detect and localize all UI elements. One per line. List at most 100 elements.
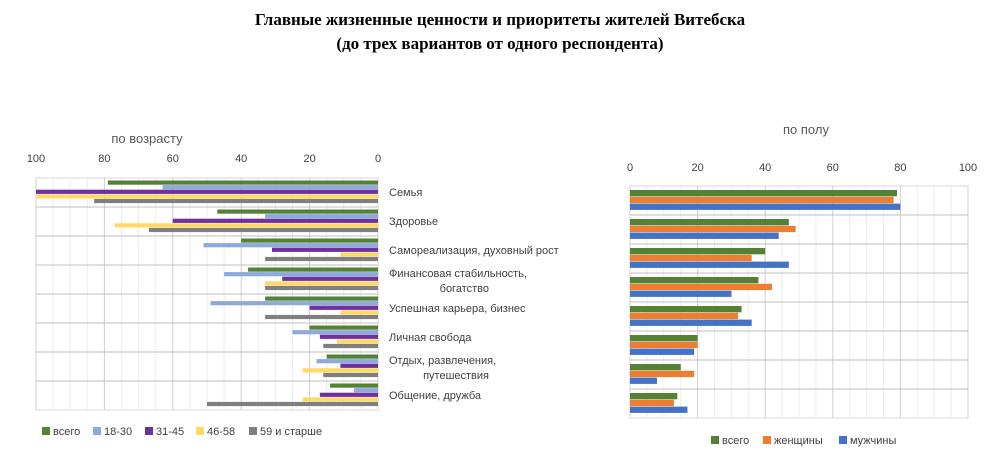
left-bar-3 xyxy=(309,305,378,310)
left-bar-5 xyxy=(207,401,378,407)
left-bar-3 xyxy=(319,334,378,339)
left-bar-4 xyxy=(336,339,378,344)
left-chart-subtitle: по возрасту xyxy=(111,131,183,146)
left-bar-5 xyxy=(323,372,378,378)
right-legend-label: женщины xyxy=(774,435,823,447)
right-legend-swatch xyxy=(763,436,771,444)
category-label: Общение, дружба xyxy=(389,390,482,402)
left-legend-label: 59 и старше xyxy=(260,426,322,438)
left-bar-4 xyxy=(340,252,378,257)
left-bar-4 xyxy=(265,281,378,286)
right-bar-3 xyxy=(630,377,658,384)
left-bar-4 xyxy=(302,397,378,402)
right-bar-1 xyxy=(630,277,759,284)
left-x-tick-label: 80 xyxy=(98,153,110,165)
left-x-tick-label: 100 xyxy=(27,153,45,165)
left-x-tick-label: 60 xyxy=(167,153,179,165)
left-bar-2 xyxy=(292,330,378,335)
right-bar-2 xyxy=(630,225,796,233)
left-bar-5 xyxy=(265,256,378,262)
right-bar-2 xyxy=(630,254,752,262)
right-legend-swatch xyxy=(711,436,719,444)
category-label: Семья xyxy=(389,187,422,199)
left-bar-3 xyxy=(319,392,378,397)
category-label: Успешная карьера, бизнес xyxy=(389,303,526,315)
right-bar-3 xyxy=(630,232,779,239)
left-x-tick-label: 40 xyxy=(235,153,247,165)
left-legend-label: 31-45 xyxy=(156,426,184,438)
left-bar-3 xyxy=(36,189,378,194)
left-bar-5 xyxy=(265,285,378,291)
left-legend-label: 18-30 xyxy=(104,426,132,438)
category-label: Личная свобода xyxy=(389,332,472,344)
left-bar-1 xyxy=(326,354,378,359)
left-bar-2 xyxy=(354,388,378,393)
left-bar-3 xyxy=(172,218,378,223)
category-label: Самореализация, духовный рост xyxy=(389,245,559,257)
chart-title-line2: (до трех вариантов от одного респондента… xyxy=(336,34,664,53)
right-x-tick-label: 0 xyxy=(627,162,633,174)
right-bar-2 xyxy=(630,312,739,320)
left-bar-2 xyxy=(224,272,378,277)
left-bar-3 xyxy=(271,247,378,252)
right-bar-3 xyxy=(630,290,732,297)
right-bar-2 xyxy=(630,283,772,291)
right-x-tick-label: 60 xyxy=(827,162,839,174)
left-legend-swatch xyxy=(196,427,204,435)
right-bar-3 xyxy=(630,348,695,355)
right-bar-3 xyxy=(630,406,688,413)
right-legend-label: всего xyxy=(722,435,749,447)
left-legend-label: всего xyxy=(53,426,80,438)
left-bar-4 xyxy=(36,194,378,199)
left-bar-1 xyxy=(309,325,378,330)
left-bar-5 xyxy=(323,343,378,349)
right-x-tick-label: 20 xyxy=(691,162,703,174)
left-bar-2 xyxy=(210,301,378,306)
right-chart-subtitle: по полу xyxy=(783,122,829,137)
right-bar-1 xyxy=(630,364,681,371)
right-bar-2 xyxy=(630,370,695,378)
right-bar-1 xyxy=(630,335,698,342)
left-bar-1 xyxy=(107,180,378,185)
left-bar-1 xyxy=(248,267,378,272)
left-bar-1 xyxy=(330,383,378,388)
left-bar-3 xyxy=(282,276,378,281)
left-x-tick-label: 20 xyxy=(303,153,315,165)
chart-title-line1: Главные жизненные ценности и приоритеты … xyxy=(254,10,746,29)
left-bar-2 xyxy=(316,359,378,364)
left-x-tick-label: 0 xyxy=(375,153,381,165)
right-bar-2 xyxy=(630,341,698,349)
left-bar-2 xyxy=(203,243,378,248)
category-label-cont: богатство xyxy=(440,283,489,295)
left-bar-1 xyxy=(265,296,378,301)
left-legend-label: 46-58 xyxy=(207,426,235,438)
right-bar-2 xyxy=(630,399,674,407)
left-legend-swatch xyxy=(93,427,101,435)
left-legend-swatch xyxy=(249,427,257,435)
right-bar-1 xyxy=(630,219,789,226)
right-x-tick-label: 80 xyxy=(894,162,906,174)
left-bar-3 xyxy=(340,363,378,368)
left-bar-1 xyxy=(241,238,378,243)
left-bar-4 xyxy=(302,368,378,373)
category-label-cont: путешествия xyxy=(423,370,489,382)
right-bar-3 xyxy=(630,319,752,326)
category-label: Здоровье xyxy=(389,216,438,228)
left-legend-swatch xyxy=(145,427,153,435)
left-legend-swatch xyxy=(42,427,50,435)
category-label: Отдых, развлечения, xyxy=(389,355,496,367)
category-label: Финансовая стабильность, xyxy=(389,268,527,280)
right-bar-2 xyxy=(630,196,894,204)
left-bar-4 xyxy=(114,223,378,228)
left-bar-1 xyxy=(217,209,378,214)
right-bar-1 xyxy=(630,393,678,400)
right-x-tick-label: 40 xyxy=(759,162,771,174)
left-bar-2 xyxy=(265,214,378,219)
left-bar-5 xyxy=(265,314,378,320)
right-bar-3 xyxy=(630,261,789,268)
right-bar-1 xyxy=(630,190,898,197)
right-bar-1 xyxy=(630,306,742,313)
right-bar-3 xyxy=(630,203,901,210)
